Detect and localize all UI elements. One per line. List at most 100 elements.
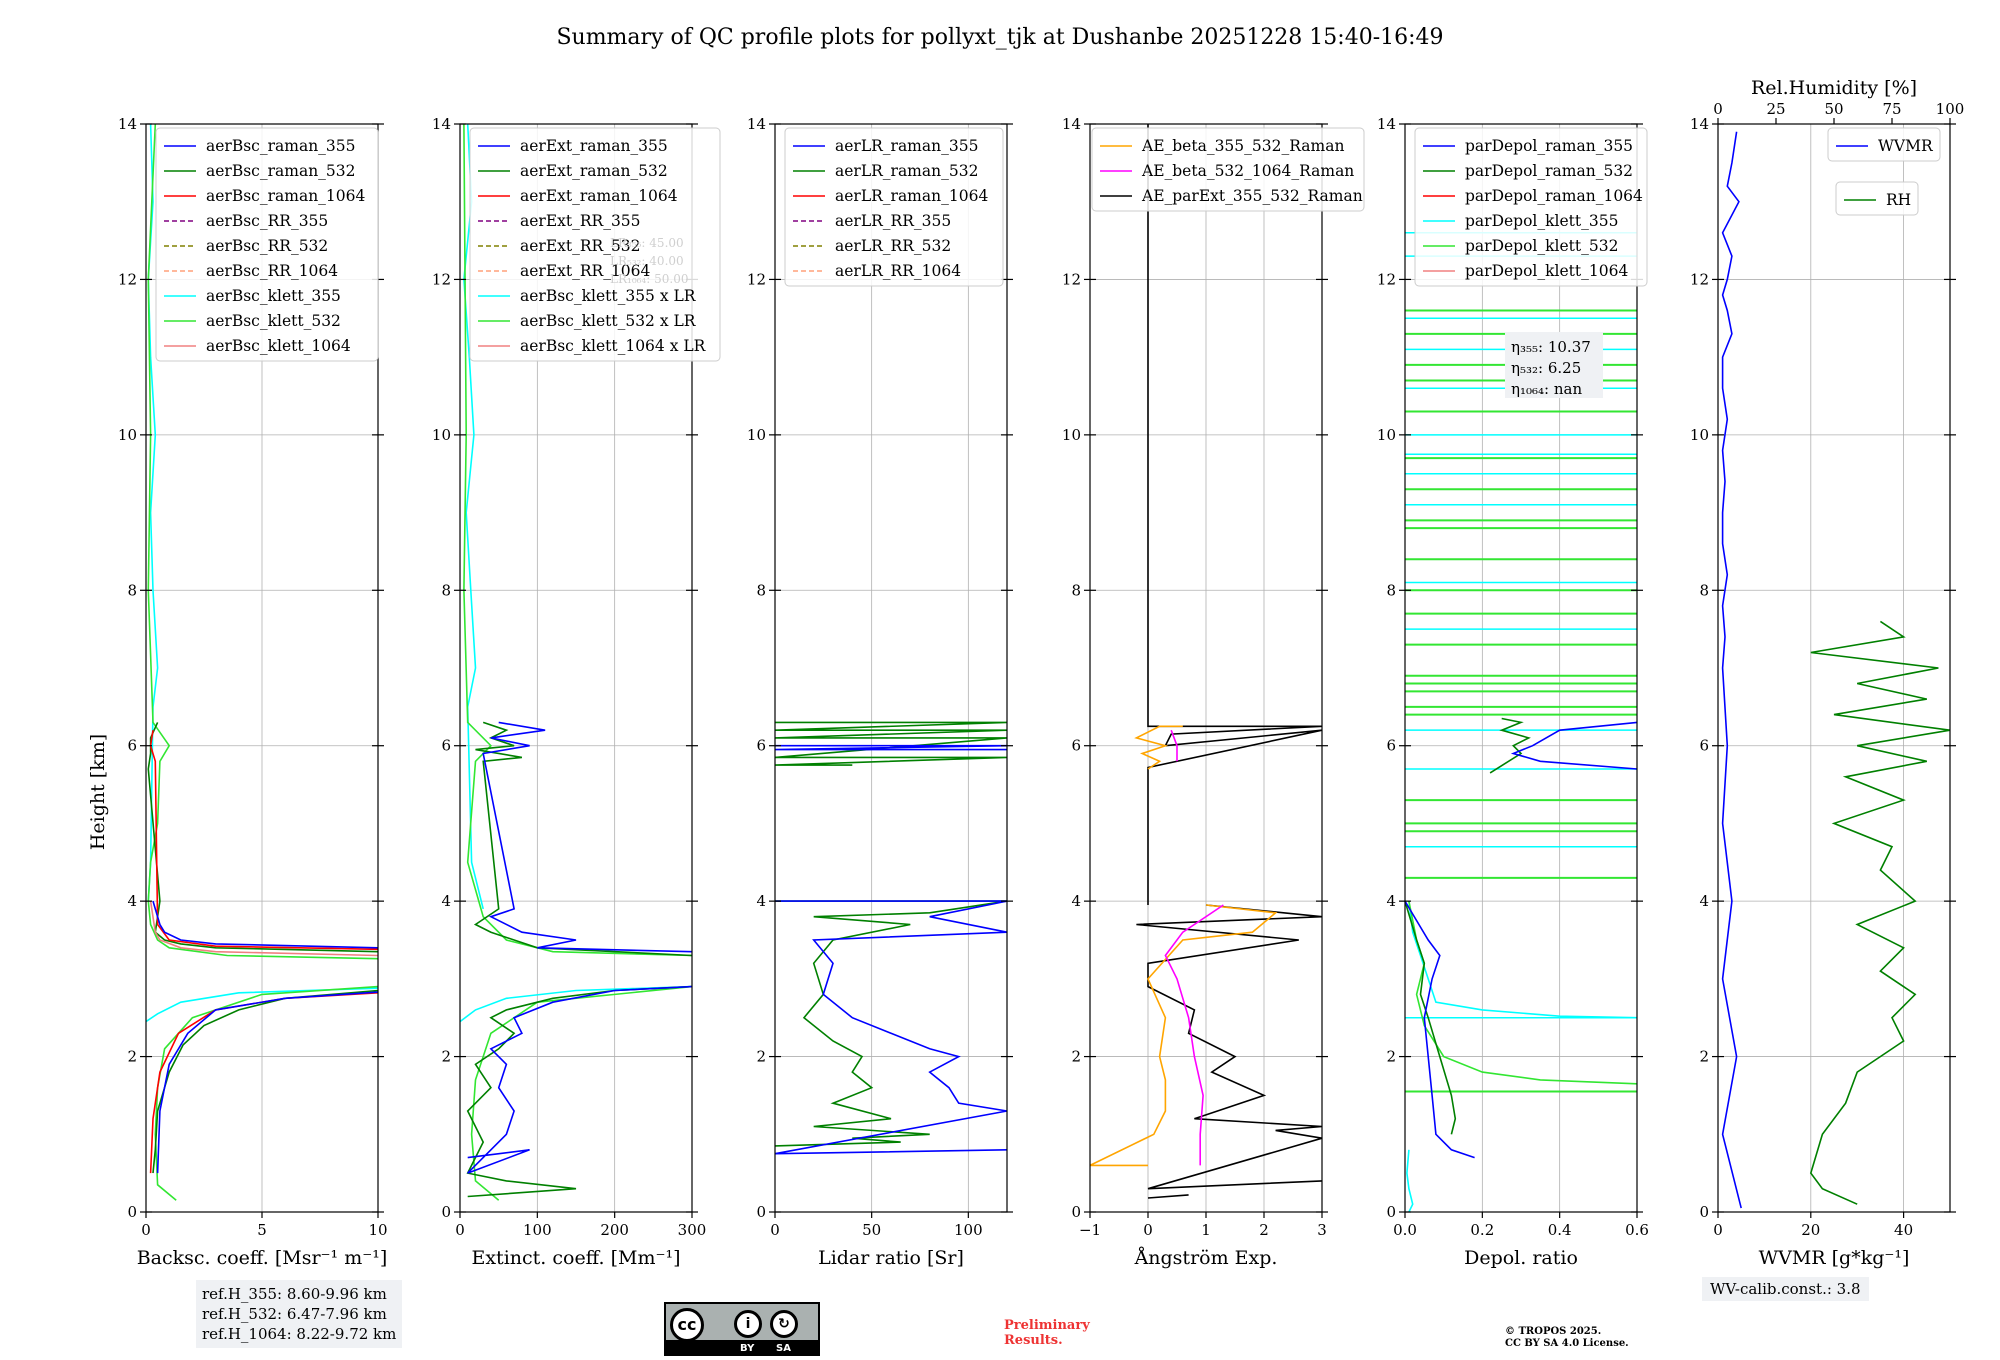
legend-rh: RH [1835, 181, 1919, 216]
series-AE_parExt-upper [1147, 124, 1323, 905]
legend-label: parDepol_raman_532 [1465, 162, 1633, 180]
y-tick-label: 10 [1690, 426, 1709, 444]
series-ext_raman_532-low [466, 985, 693, 1198]
axes-frame [774, 123, 1008, 1213]
y-tick-label: 4 [756, 892, 766, 910]
ref-height-532: ref.H_532: 6.47-7.96 km [202, 1305, 387, 1323]
by-person-icon: i [734, 1310, 762, 1338]
series-RH [1809, 620, 1951, 1205]
y-tick-label: 12 [747, 270, 766, 288]
y-tick-label: 0 [441, 1203, 451, 1221]
legend-box [1414, 127, 1648, 287]
series-parDepol_raman_532-top [1489, 717, 1531, 774]
y-axis-label: Height [km] [87, 734, 109, 850]
series-aerBsc_raman_355 [152, 900, 379, 949]
x-tick-label: 0.0 [1393, 1221, 1417, 1239]
rh-tick-label: 50 [1824, 100, 1843, 118]
y-tick-label: 4 [1071, 892, 1081, 910]
x-tick-label: 0 [141, 1221, 151, 1239]
legend-label: aerBsc_klett_355 x LR [520, 287, 697, 305]
y-tick-label: 0 [756, 1203, 766, 1221]
series-parDepol_klett_355-low [1408, 901, 1638, 1019]
series-aerBsc_klett_1064 [149, 900, 379, 957]
y-tick-label: 4 [441, 892, 451, 910]
badge-bar [666, 1340, 818, 1354]
y-tick-label: 6 [756, 737, 766, 755]
y-tick-label: 8 [1386, 581, 1396, 599]
x-tick-label: 0.6 [1625, 1221, 1649, 1239]
legend-label: aerLR_raman_1064 [835, 187, 988, 205]
y-tick-label: 12 [118, 270, 137, 288]
y-tick-label: 2 [127, 1048, 137, 1066]
panel-ext: 0 2 4 6 8 10 12 14 0 100 200 300 Extinct. coeff. [Mm… [432, 115, 721, 1269]
legend-label: aerLR_RR_532 [835, 237, 951, 255]
y-tick-label: 12 [1062, 270, 1081, 288]
rh-tick-label: 75 [1882, 100, 1901, 118]
y-tick-label: 8 [756, 581, 766, 599]
legend-label: parDepol_raman_355 [1465, 137, 1633, 155]
series-ext_raman_532 [473, 721, 693, 957]
y-tick-label: 10 [432, 426, 451, 444]
y-tick-label: 14 [1062, 115, 1081, 133]
eta-annotation: η₅₃₂: 6.25 [1511, 359, 1581, 377]
x-tick-label: 300 [678, 1221, 707, 1239]
y-tick-label: 6 [127, 737, 137, 755]
panel-depol: 0 2 4 6 8 10 12 14 0.0 0.2 0.4 0.6 Depol. ratio parDe… [1377, 115, 1649, 1269]
rh-tick-label: 0 [1713, 100, 1723, 118]
legend-label: RH [1886, 191, 1911, 209]
legend-label: AE_beta_355_532_Raman [1141, 137, 1344, 155]
series-parDepol_raman_355-low [1404, 900, 1475, 1159]
preliminary-line-1: Preliminary [1004, 1318, 1090, 1333]
x-tick-label: 0.2 [1470, 1221, 1494, 1239]
legend-label: parDepol_klett_1064 [1465, 262, 1628, 280]
series-ext_raman_355 [482, 721, 693, 953]
eta-annotation: η₁₀₆₄: nan [1511, 380, 1582, 398]
series-aerLR_raman_532 [774, 721, 1008, 766]
figure-title: Summary of QC profile plots for pollyxt_… [556, 25, 1443, 50]
series-parDepol_raman_532-low [1404, 900, 1457, 1135]
rh-tick-label: 25 [1766, 100, 1785, 118]
series-klett_532-x-LR [463, 123, 693, 957]
y-tick-label: 14 [1377, 115, 1396, 133]
legend-label: aerBsc_raman_355 [206, 137, 356, 155]
cc-icon: cc [670, 1308, 704, 1342]
series-aerBsc_raman_532 [147, 722, 379, 953]
axes-frame [1404, 123, 1638, 1213]
y-tick-label: 4 [1699, 892, 1709, 910]
y-tick-label: 2 [1386, 1048, 1396, 1066]
ref-height-355: ref.H_355: 8.60-9.96 km [202, 1285, 387, 1303]
y-tick-label: 14 [432, 115, 451, 133]
x-axis-label: Backsc. coeff. [Msr⁻¹ m⁻¹] [137, 1247, 388, 1269]
x-tick-label: 5 [257, 1221, 267, 1239]
y-tick-label: 6 [1386, 737, 1396, 755]
lr-annotation: LR₁₀₆₄: 50.00 [610, 272, 688, 286]
y-tick-label: 10 [1377, 426, 1396, 444]
y-tick-label: 8 [127, 581, 137, 599]
legend-label: aerBsc_RR_532 [206, 237, 328, 255]
series-parDepol_klett_355-base [1406, 1149, 1414, 1213]
y-tick-label: 4 [127, 892, 137, 910]
x-tick-label: 200 [600, 1221, 629, 1239]
legend-label: aerBsc_klett_1064 x LR [520, 337, 707, 355]
legend-label: aerExt_raman_532 [520, 162, 668, 180]
y-tick-label: 8 [1071, 581, 1081, 599]
legend-label: AE_beta_532_1064_Raman [1141, 162, 1354, 180]
rh-tick-label: 100 [1936, 100, 1965, 118]
y-tick-label: 10 [747, 426, 766, 444]
y-tick-label: 12 [1690, 270, 1709, 288]
y-tick-label: 0 [1699, 1203, 1709, 1221]
y-tick-label: 6 [1699, 737, 1709, 755]
y-tick-label: 10 [118, 426, 137, 444]
series-ext_raman_355-low [467, 985, 693, 1174]
legend-box [1091, 127, 1365, 212]
legend-label: parDepol_klett_532 [1465, 237, 1618, 255]
y-tick-label: 10 [1062, 426, 1081, 444]
y-tick-label: 2 [441, 1048, 451, 1066]
x-tick-label: 20 [1801, 1221, 1820, 1239]
wv-calib-box: WV-calib.const.: 3.8 [1702, 1277, 1869, 1301]
y-tick-label: 0 [1386, 1203, 1396, 1221]
y-tick-label: 14 [1690, 115, 1709, 133]
series-klett_355-x-LR [463, 123, 484, 910]
series-aerBsc_raman_1064 [149, 730, 379, 951]
x-tick-label: 0 [770, 1221, 780, 1239]
